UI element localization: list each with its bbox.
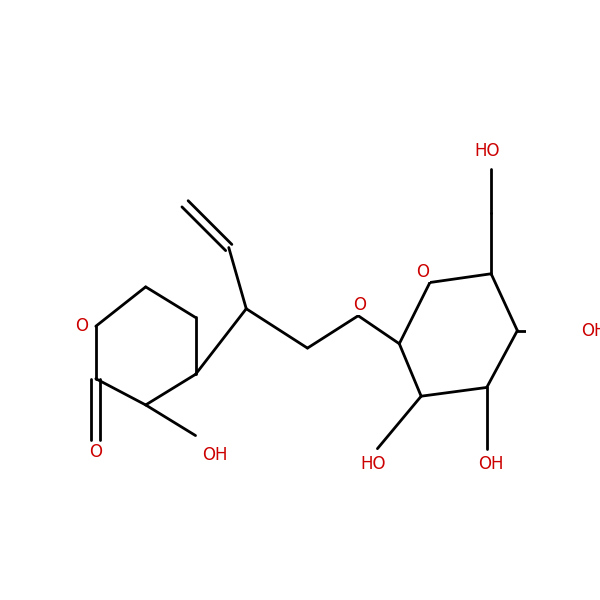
Text: OH: OH	[203, 446, 228, 464]
Text: OH: OH	[478, 455, 504, 473]
Text: O: O	[416, 263, 430, 281]
Text: OH: OH	[581, 322, 600, 340]
Text: O: O	[353, 296, 367, 314]
Text: HO: HO	[474, 142, 499, 160]
Text: O: O	[76, 317, 88, 335]
Text: HO: HO	[361, 455, 386, 473]
Text: O: O	[89, 443, 103, 461]
